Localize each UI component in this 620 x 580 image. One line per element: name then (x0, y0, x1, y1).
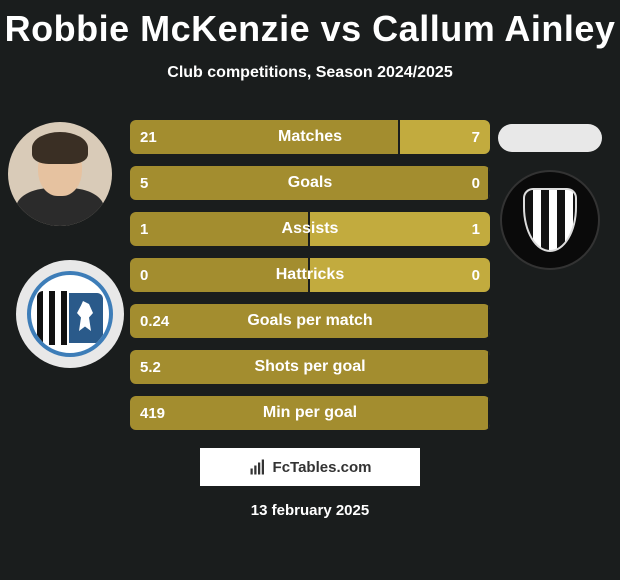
stat-bar-left (130, 396, 490, 430)
stat-value-left: 1 (140, 212, 148, 246)
club-crest-right (500, 170, 600, 270)
player-left-avatar (8, 122, 112, 226)
stat-row: 50Goals (130, 166, 490, 200)
stat-bar-left (130, 166, 490, 200)
stat-value-right: 1 (472, 212, 480, 246)
attribution-badge: FcTables.com (200, 448, 420, 486)
stat-row: 0.24Goals per match (130, 304, 490, 338)
fctables-logo-icon (249, 458, 267, 476)
stat-value-right: 0 (472, 258, 480, 292)
stat-value-left: 5 (140, 166, 148, 200)
stat-bar-left (130, 120, 400, 154)
stat-bar-left (130, 258, 310, 292)
stat-row: 217Matches (130, 120, 490, 154)
stat-value-left: 419 (140, 396, 165, 430)
stat-bar-left (130, 304, 490, 338)
player-right-avatar (498, 124, 602, 152)
stat-bar-right (310, 258, 490, 292)
stat-value-left: 21 (140, 120, 157, 154)
page-title: Robbie McKenzie vs Callum Ainley (0, 0, 620, 50)
attribution-text: FcTables.com (273, 459, 372, 476)
stat-value-left: 5.2 (140, 350, 161, 384)
stat-value-left: 0 (140, 258, 148, 292)
stat-row: 419Min per goal (130, 396, 490, 430)
club-crest-left (16, 260, 124, 368)
date-text: 13 february 2025 (0, 502, 620, 519)
stat-row: 00Hattricks (130, 258, 490, 292)
stat-row: 5.2Shots per goal (130, 350, 490, 384)
comparison-bars: 217Matches50Goals11Assists00Hattricks0.2… (130, 120, 490, 442)
stat-value-right: 0 (472, 166, 480, 200)
stat-bar-right (310, 212, 490, 246)
stat-value-left: 0.24 (140, 304, 169, 338)
stat-bar-left (130, 212, 310, 246)
stat-row: 11Assists (130, 212, 490, 246)
subtitle: Club competitions, Season 2024/2025 (0, 64, 620, 82)
stat-value-right: 7 (472, 120, 480, 154)
stat-bar-left (130, 350, 490, 384)
